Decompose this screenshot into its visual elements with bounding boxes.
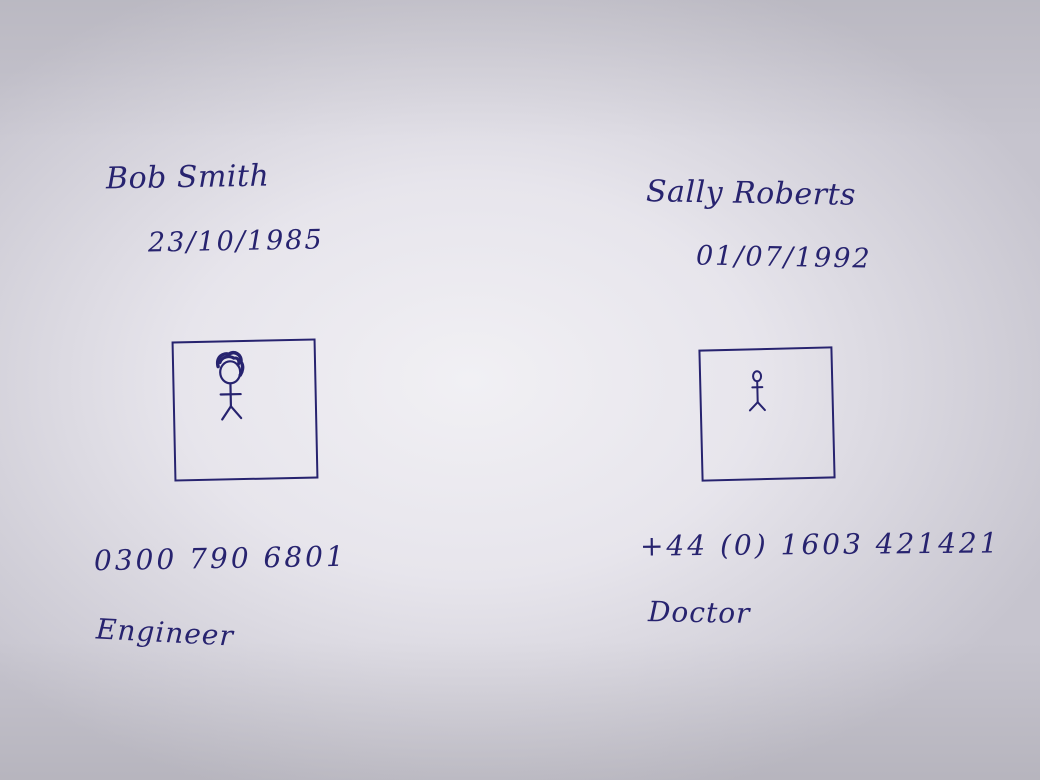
contact-occupation: Engineer bbox=[95, 612, 235, 653]
contact-dob: 01/07/1992 bbox=[695, 240, 872, 275]
contact-dob: 23/10/1985 bbox=[147, 224, 324, 259]
photo-frame bbox=[698, 346, 836, 482]
stick-figure-with-hair-icon bbox=[215, 350, 245, 421]
contact-name: Bob Smith bbox=[105, 158, 270, 197]
contact-occupation: Doctor bbox=[647, 595, 751, 630]
contact-name: Sally Roberts bbox=[645, 174, 857, 213]
contact-phone: +44 (0) 1603 421421 bbox=[639, 526, 1001, 563]
photo-frame bbox=[171, 338, 319, 482]
contact-card-sally: Sally Roberts 01/07/1992 +44 (0) 1603 42… bbox=[520, 0, 1040, 780]
contact-card-bob: Bob Smith 23/10/1985 0300 790 6801 Engin… bbox=[93, 158, 348, 653]
contact-phone: 0300 790 6801 bbox=[93, 539, 348, 578]
stick-figure-icon bbox=[748, 370, 766, 412]
